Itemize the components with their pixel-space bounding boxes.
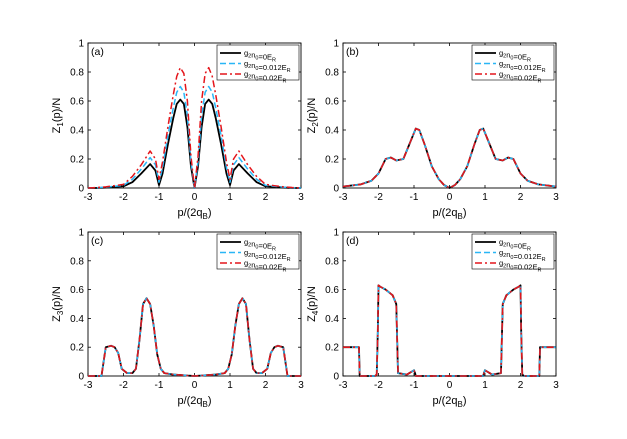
x-tick-label: -2 [374, 380, 383, 391]
x-tick-label: 2 [263, 380, 269, 391]
y-axis-label: Z3(p)/N [51, 286, 65, 322]
x-tick-label: 3 [553, 380, 559, 391]
y-tick-label: 0.6 [70, 97, 84, 108]
legend-entry-label: g2n0=0.02ER [499, 259, 541, 274]
y-tick-label: 0.6 [70, 285, 84, 296]
y-tick-label: 1 [78, 39, 84, 50]
y-tick-label: 0.6 [325, 97, 339, 108]
x-tick-label: 0 [447, 192, 453, 203]
series-line-2 [88, 297, 301, 377]
legend-entry-label: g2n0=0.02ER [244, 70, 286, 85]
legend-entry-label: g2n0=0ER [244, 238, 276, 253]
y-tick-label: 0.8 [70, 68, 84, 79]
legend-entry-label: g2n0=0ER [499, 238, 531, 253]
x-tick-label: 2 [518, 192, 524, 203]
x-axis-label: p/(2qB) [432, 395, 466, 409]
y-tick-label: 0 [78, 372, 84, 383]
y-tick-label: 0.8 [325, 256, 339, 267]
x-tick-label: -1 [155, 380, 164, 391]
chart-panel-b: -3 -2 -1 0 1 2 3 0 0.2 0.4 0.6 0.8 1 (b) p/(2qB) Z2(p)/… [306, 39, 559, 222]
y-tick-label: 0.4 [325, 314, 339, 325]
legend-entry-label: g2n0=0ER [499, 49, 531, 64]
x-tick-label: -3 [339, 380, 348, 391]
x-tick-label: -1 [155, 192, 164, 203]
x-tick-label: 3 [553, 192, 559, 203]
x-tick-label: 3 [298, 192, 304, 203]
x-tick-label: 1 [227, 380, 233, 391]
x-tick-label: -3 [84, 380, 93, 391]
y-tick-label: 0.8 [70, 256, 84, 267]
x-tick-label: -3 [84, 192, 93, 203]
x-tick-label: 1 [482, 192, 488, 203]
y-tick-label: 0.2 [70, 155, 84, 166]
x-tick-label: 1 [482, 380, 488, 391]
y-tick-label: 0.8 [325, 68, 339, 79]
y-tick-label: 0.2 [325, 155, 339, 166]
y-tick-label: 0 [333, 372, 339, 383]
chart-panel-a: -3 -2 -1 0 1 2 3 0 0.2 0.4 0.6 0.8 1 (a) p/(2qB) Z1(p)/… [51, 39, 304, 222]
x-axis-label: p/(2qB) [177, 395, 211, 409]
legend-entry-label: g2n0=0.012ER [499, 59, 546, 74]
x-tick-label: 0 [447, 380, 453, 391]
y-tick-label: 1 [78, 228, 84, 239]
x-tick-label: -3 [339, 192, 348, 203]
x-tick-label: -2 [119, 192, 128, 203]
y-tick-label: 1 [333, 228, 339, 239]
y-tick-label: 0.2 [325, 343, 339, 354]
panel-label: (b) [346, 46, 359, 58]
x-axis-label: p/(2qB) [177, 207, 211, 221]
x-tick-label: -2 [119, 380, 128, 391]
y-axis-label: Z4(p)/N [306, 286, 320, 322]
x-tick-label: 2 [518, 380, 524, 391]
panel-label: (a) [91, 46, 104, 58]
y-axis-label: Z2(p)/N [306, 98, 320, 134]
series-line-2 [87, 66, 302, 189]
panel-label: (d) [346, 235, 359, 247]
chart-panel-c: -3 -2 -1 0 1 2 3 0 0.2 0.4 0.6 0.8 1 (c) p/(2qB) Z3(p)/… [51, 228, 304, 410]
x-tick-label: 0 [192, 192, 198, 203]
y-tick-label: 0.2 [70, 343, 84, 354]
x-axis-label: p/(2qB) [432, 207, 466, 221]
y-tick-label: 0.4 [70, 126, 84, 137]
x-tick-label: 0 [192, 380, 198, 391]
y-tick-label: 0 [333, 184, 339, 195]
y-tick-label: 0.4 [325, 126, 339, 137]
x-tick-label: 2 [263, 192, 269, 203]
series-line-2 [342, 127, 557, 189]
legend-entry-label: g2n0=0.012ER [244, 248, 291, 263]
y-axis-label: Z1(p)/N [51, 98, 65, 134]
x-tick-label: 1 [227, 192, 233, 203]
y-tick-label: 0 [78, 184, 84, 195]
x-tick-label: -1 [410, 380, 419, 391]
legend-entry-label: g2n0=0.02ER [499, 70, 541, 85]
legend-entry-label: g2n0=0.012ER [244, 59, 291, 74]
y-tick-label: 1 [333, 39, 339, 50]
panel-label: (c) [91, 235, 103, 247]
legend-entry-label: g2n0=0ER [244, 49, 276, 64]
series-line-2 [343, 284, 556, 377]
x-tick-label: -2 [374, 192, 383, 203]
y-tick-label: 0.6 [325, 285, 339, 296]
legend-entry-label: g2n0=0.02ER [244, 259, 286, 274]
legend-entry-label: g2n0=0.012ER [499, 248, 546, 263]
x-tick-label: 3 [298, 380, 304, 391]
x-tick-label: -1 [410, 192, 419, 203]
chart-panel-d: -3 -2 -1 0 1 2 3 0 0.2 0.4 0.6 0.8 1 (d) p/(2qB) Z4(p)/… [306, 228, 559, 410]
y-tick-label: 0.4 [70, 314, 84, 325]
series-line-1 [87, 85, 302, 189]
